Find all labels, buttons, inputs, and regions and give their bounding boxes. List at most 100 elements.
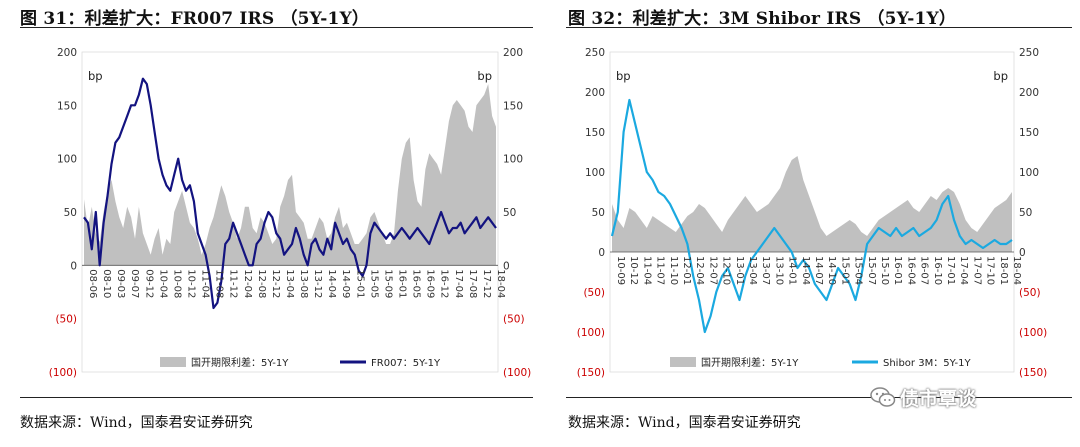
right-xtick: 14-01	[787, 256, 798, 285]
right-xtick: 12-01	[681, 256, 692, 285]
left-xtick: 09-12	[143, 269, 154, 298]
left-unit-right: bp	[477, 69, 492, 83]
left-xtick: 09-03	[115, 269, 126, 298]
left-chart: 200 200 150 150 100 100 50 50 0 0 (50) (50) (100) (10…	[49, 47, 531, 379]
left-ytick-left: (100)	[49, 367, 77, 379]
watermark-text: 债市覃谈	[900, 388, 977, 410]
left-xtick: 10-04	[157, 269, 168, 298]
right-xtick: 17-04	[958, 256, 969, 285]
left-ytick-left: 50	[64, 207, 77, 219]
left-xtick: 16-05	[411, 269, 422, 298]
right-ytick-right: 0	[1019, 247, 1026, 259]
left-xtick: 12-12	[270, 269, 281, 298]
right-xtick: 18-01	[998, 256, 1009, 285]
right-xtick: 12-04	[694, 256, 705, 285]
right-xtick: 16-07	[919, 256, 930, 285]
left-xtick: 15-05	[368, 269, 379, 298]
left-xtick: 08-06	[87, 269, 98, 298]
right-source-note: 数据来源：Wind，国泰君安证券研究	[568, 415, 801, 431]
left-xtick: 18-04	[495, 269, 506, 298]
right-xtick: 10-12	[628, 256, 639, 285]
left-xtick: 10-12	[186, 269, 197, 298]
right-xtick: 17-07	[971, 256, 982, 285]
left-ytick-left: 150	[57, 100, 77, 112]
left-xtick: 15-09	[382, 269, 393, 298]
left-xtick: 16-01	[397, 269, 408, 298]
left-area-series	[84, 84, 496, 266]
right-xtick: 14-10	[826, 256, 837, 285]
wechat-icon	[870, 387, 896, 407]
right-xtick: 14-07	[813, 256, 824, 285]
right-ytick-right: 50	[1019, 207, 1032, 219]
left-xtick: 11-12	[228, 269, 239, 298]
left-xtick: 14-04	[326, 269, 337, 298]
left-xtick: 16-09	[425, 269, 436, 298]
right-xtick: 16-04	[905, 256, 916, 285]
right-xtick: 12-10	[721, 256, 732, 285]
right-xtick: 15-07	[866, 256, 877, 285]
left-ytick-right: (100)	[503, 367, 531, 379]
left-plot-frame	[81, 51, 499, 373]
left-xtick: 15-01	[354, 269, 365, 298]
left-title-rule	[20, 27, 533, 28]
left-source-note: 数据来源：Wind，国泰君安证券研究	[20, 415, 253, 431]
right-ytick-left: (50)	[583, 287, 605, 299]
right-xtick: 11-04	[641, 256, 652, 285]
left-xtick: 11-04	[200, 269, 211, 298]
left-ytick-right: 0	[503, 260, 510, 272]
right-chart-title: 图 32：利差扩大：3M Shibor IRS （5Y-1Y）	[568, 9, 957, 29]
left-ytick-left: 200	[57, 47, 77, 59]
right-xtick: 11-10	[668, 256, 679, 285]
right-xtick: 13-07	[760, 256, 771, 285]
left-ytick-left: 0	[70, 260, 77, 272]
right-ytick-left: (100)	[577, 327, 605, 339]
left-legend-area-swatch	[160, 357, 186, 367]
right-ytick-left: 200	[585, 87, 605, 99]
left-chart-title: 图 31：利差扩大：FR007 IRS （5Y-1Y）	[20, 9, 370, 29]
right-xtick: 15-01	[839, 256, 850, 285]
left-xtick: 16-12	[439, 269, 450, 298]
right-xtick: 13-01	[734, 256, 745, 285]
right-xtick: 16-01	[892, 256, 903, 285]
right-legend-area-swatch	[670, 357, 696, 367]
right-xtick: 18-04	[1011, 256, 1022, 285]
left-ytick-right: (50)	[503, 314, 525, 326]
left-ytick-right: 100	[503, 154, 523, 166]
right-chart: 250 250 200 200 150 150 100 100 50 50 0 0 (50) (50) (1…	[577, 47, 1047, 379]
left-xtick: 14-09	[340, 269, 351, 298]
right-ytick-right: (150)	[1019, 367, 1047, 379]
right-unit-right: bp	[993, 69, 1008, 83]
right-ytick-right: 100	[1019, 167, 1039, 179]
right-ytick-left: 250	[585, 47, 605, 59]
left-xtick: 11-08	[214, 269, 225, 298]
right-ytick-right: 200	[1019, 87, 1039, 99]
left-xtick: 13-08	[298, 269, 309, 298]
right-xtick: 16-10	[932, 256, 943, 285]
left-xtick: 17-08	[467, 269, 478, 298]
right-ytick-left: 150	[585, 127, 605, 139]
right-bottom-rule	[566, 397, 1072, 398]
right-plot-frame	[609, 51, 1015, 373]
right-area-series	[612, 156, 1012, 252]
right-xtick: 17-10	[985, 256, 996, 285]
left-xtick: 10-08	[171, 269, 182, 298]
left-xtick: 12-04	[242, 269, 253, 298]
left-ytick-left: (50)	[55, 314, 77, 326]
right-xtick: 12-07	[707, 256, 718, 285]
left-ytick-right: 150	[503, 100, 523, 112]
right-xtick: 17-01	[945, 256, 956, 285]
right-legend-line-label: Shibor 3M：5Y-1Y	[883, 358, 971, 369]
left-xtick: 13-12	[312, 269, 323, 298]
left-xtick: 08-10	[101, 269, 112, 298]
left-ytick-right: 50	[503, 207, 516, 219]
left-xtick: 12-08	[256, 269, 267, 298]
right-xtick: 14-04	[800, 256, 811, 285]
left-xtick: 13-04	[284, 269, 295, 298]
right-ytick-left: 100	[585, 167, 605, 179]
right-ytick-right: (100)	[1019, 327, 1047, 339]
right-xtick: 13-10	[773, 256, 784, 285]
right-xtick: 13-04	[747, 256, 758, 285]
right-legend-area-label: 国开期限利差：5Y-1Y	[701, 356, 799, 369]
left-unit-left: bp	[88, 69, 103, 83]
right-ytick-right: 250	[1019, 47, 1039, 59]
